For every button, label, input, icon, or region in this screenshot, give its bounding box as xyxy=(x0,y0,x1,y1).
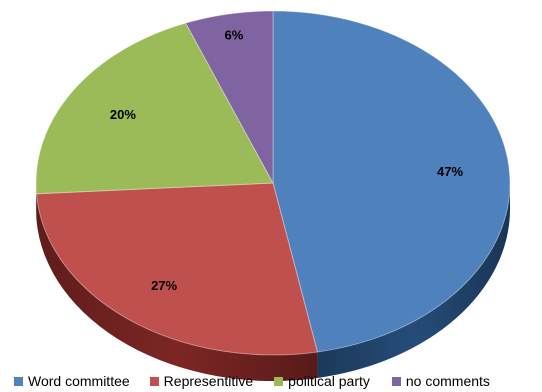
legend-swatch xyxy=(391,376,401,386)
slice-label-0: 47% xyxy=(437,164,463,179)
pie-slice-word-committee xyxy=(272,10,511,353)
legend-item-political-party: political party xyxy=(274,373,370,389)
slice-label-3: 6% xyxy=(225,27,244,42)
pie-side-shade-0 xyxy=(317,183,510,378)
pie-side-shade-1 xyxy=(36,193,318,381)
legend-item-representitive: Representitive xyxy=(149,373,254,389)
legend-item-word-committee: Word committee xyxy=(14,373,130,389)
legend-label: political party xyxy=(288,373,370,389)
legend-swatch xyxy=(149,376,159,386)
slice-labels: 47% 27% 20% 6% xyxy=(110,27,464,293)
legend-item-no-comments: no comments xyxy=(391,373,490,389)
legend-label: no comments xyxy=(405,373,490,389)
legend-swatch xyxy=(274,376,284,386)
slice-label-1: 27% xyxy=(151,278,177,293)
legend-label: Word committee xyxy=(28,373,130,389)
pie-slices xyxy=(35,10,511,356)
pie-depth xyxy=(36,183,510,381)
pie-slice-no-comments xyxy=(185,10,274,184)
legend-label: Representitive xyxy=(163,373,254,389)
legend: Word committee Representitive political pa… xyxy=(14,371,490,391)
pie-slice-political-party xyxy=(35,22,274,195)
slice-label-2: 20% xyxy=(110,107,136,122)
pie-slice-representitive xyxy=(35,182,319,356)
legend-swatch xyxy=(14,376,23,386)
